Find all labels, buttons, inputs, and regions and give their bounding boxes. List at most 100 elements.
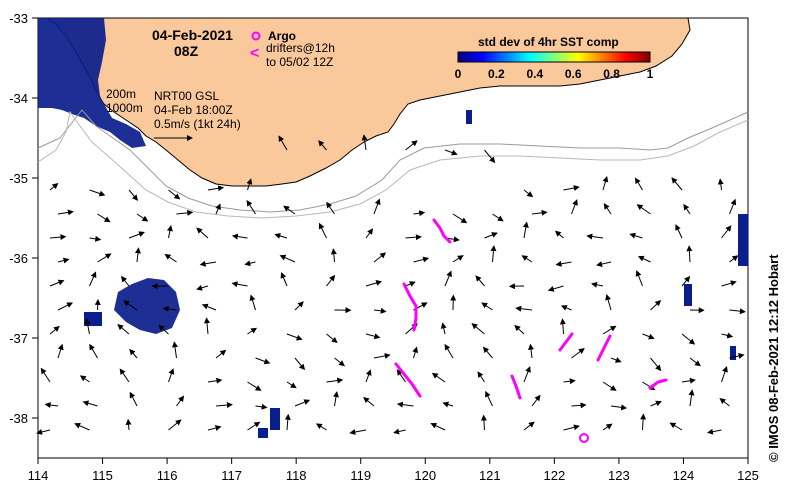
current-vector — [634, 177, 643, 191]
lon-tick-label: 124 — [673, 468, 695, 483]
current-vector — [361, 134, 368, 151]
current-vector — [689, 357, 701, 367]
latitude-axis: -33 -34 -35 -36 -37 -38 — [9, 11, 38, 426]
current-vector — [440, 322, 447, 335]
current-vector — [444, 343, 454, 359]
drifter-track-4 — [510, 374, 522, 400]
current-vector — [373, 252, 387, 263]
lat-tick-label: -33 — [9, 11, 28, 26]
current-vector — [207, 377, 223, 384]
argo-float-marker — [579, 433, 589, 443]
current-vector — [89, 235, 102, 242]
current-vector — [373, 307, 387, 314]
current-vector — [586, 233, 604, 240]
current-vector — [120, 275, 130, 287]
current-vector — [128, 231, 145, 239]
current-vector — [246, 199, 256, 215]
current-vector — [629, 232, 643, 239]
colorbar-tick-label: 0.4 — [526, 67, 543, 81]
current-vector — [365, 369, 372, 383]
current-vector — [125, 418, 132, 431]
colorbar-tick-label: 1 — [647, 67, 654, 81]
current-vector — [196, 284, 209, 291]
drifter-track-7 — [648, 378, 668, 390]
lon-tick-label: 114 — [28, 468, 49, 483]
argo-legend-label: Argo — [268, 29, 296, 43]
lon-tick-label: 115 — [92, 468, 113, 483]
current-vector — [49, 325, 60, 335]
current-vector — [36, 429, 51, 435]
current-vector — [721, 225, 732, 239]
credit-text: © IMOS 08-Feb-2021 12:12 Hobart — [766, 254, 781, 462]
current-vector — [605, 294, 612, 311]
colorbar-tick-label: 0.6 — [565, 67, 582, 81]
current-vector — [274, 233, 288, 239]
current-vector — [247, 421, 261, 431]
current-vector — [201, 303, 217, 311]
current-vector — [671, 177, 683, 191]
current-vector — [176, 395, 185, 407]
current-vector — [349, 429, 367, 435]
map-time: 08Z — [174, 43, 199, 59]
drifter-track-2 — [402, 282, 418, 332]
current-vector — [490, 245, 497, 263]
current-vector — [82, 400, 98, 407]
current-vector — [563, 378, 576, 385]
drifter-track-5 — [558, 332, 574, 352]
current-vector — [560, 305, 572, 311]
current-vector — [640, 413, 647, 431]
current-vector — [642, 333, 655, 340]
current-vector — [49, 234, 67, 241]
current-vector — [514, 324, 525, 335]
argo-legend-icon — [251, 31, 261, 41]
current-vector — [650, 400, 662, 407]
current-vector — [294, 301, 304, 311]
current-vector — [482, 346, 493, 359]
current-vector — [326, 201, 335, 215]
current-vector — [89, 189, 106, 197]
contour-label-1000m: 1000m — [106, 101, 143, 115]
current-vector — [515, 305, 533, 312]
lon-tick-label: 121 — [479, 468, 501, 483]
current-vector — [554, 230, 564, 239]
lon-tick-label: 122 — [544, 468, 566, 483]
current-vector — [412, 346, 419, 359]
current-vector — [531, 394, 541, 407]
current-vector — [373, 198, 381, 215]
current-vector — [475, 275, 485, 287]
current-vector — [57, 343, 64, 359]
lat-tick-label: -37 — [9, 331, 28, 346]
current-vector — [681, 333, 696, 345]
current-product-label: NRT00 GSL — [154, 89, 219, 103]
current-vector — [444, 149, 458, 156]
current-vector — [119, 368, 130, 383]
current-vector — [688, 389, 695, 407]
current-vector — [247, 381, 262, 391]
current-vector — [326, 274, 336, 287]
current-vector — [444, 270, 452, 287]
current-vector — [315, 423, 327, 431]
drifter-legend-period: to 05/02 12Z — [266, 55, 333, 69]
current-vector — [729, 353, 745, 359]
current-vector — [610, 404, 628, 411]
current-vector — [172, 341, 178, 359]
current-vector — [452, 213, 468, 224]
current-vector — [591, 281, 604, 288]
current-vector — [326, 377, 344, 384]
current-vector — [431, 372, 446, 383]
sst-variance-speck-g — [466, 110, 472, 124]
current-vector — [286, 333, 303, 341]
current-vector — [176, 209, 194, 216]
current-vector — [471, 323, 485, 335]
current-vector — [571, 199, 578, 215]
current-vector — [247, 327, 258, 335]
current-vector — [286, 381, 297, 389]
current-vector — [650, 300, 662, 311]
current-vector — [602, 381, 617, 391]
current-vector — [164, 253, 177, 263]
current-vector — [636, 204, 651, 215]
current-vector — [721, 366, 728, 383]
current-vector — [365, 333, 381, 340]
current-vector — [721, 332, 734, 339]
contour-label-200m: 200m — [106, 87, 136, 101]
